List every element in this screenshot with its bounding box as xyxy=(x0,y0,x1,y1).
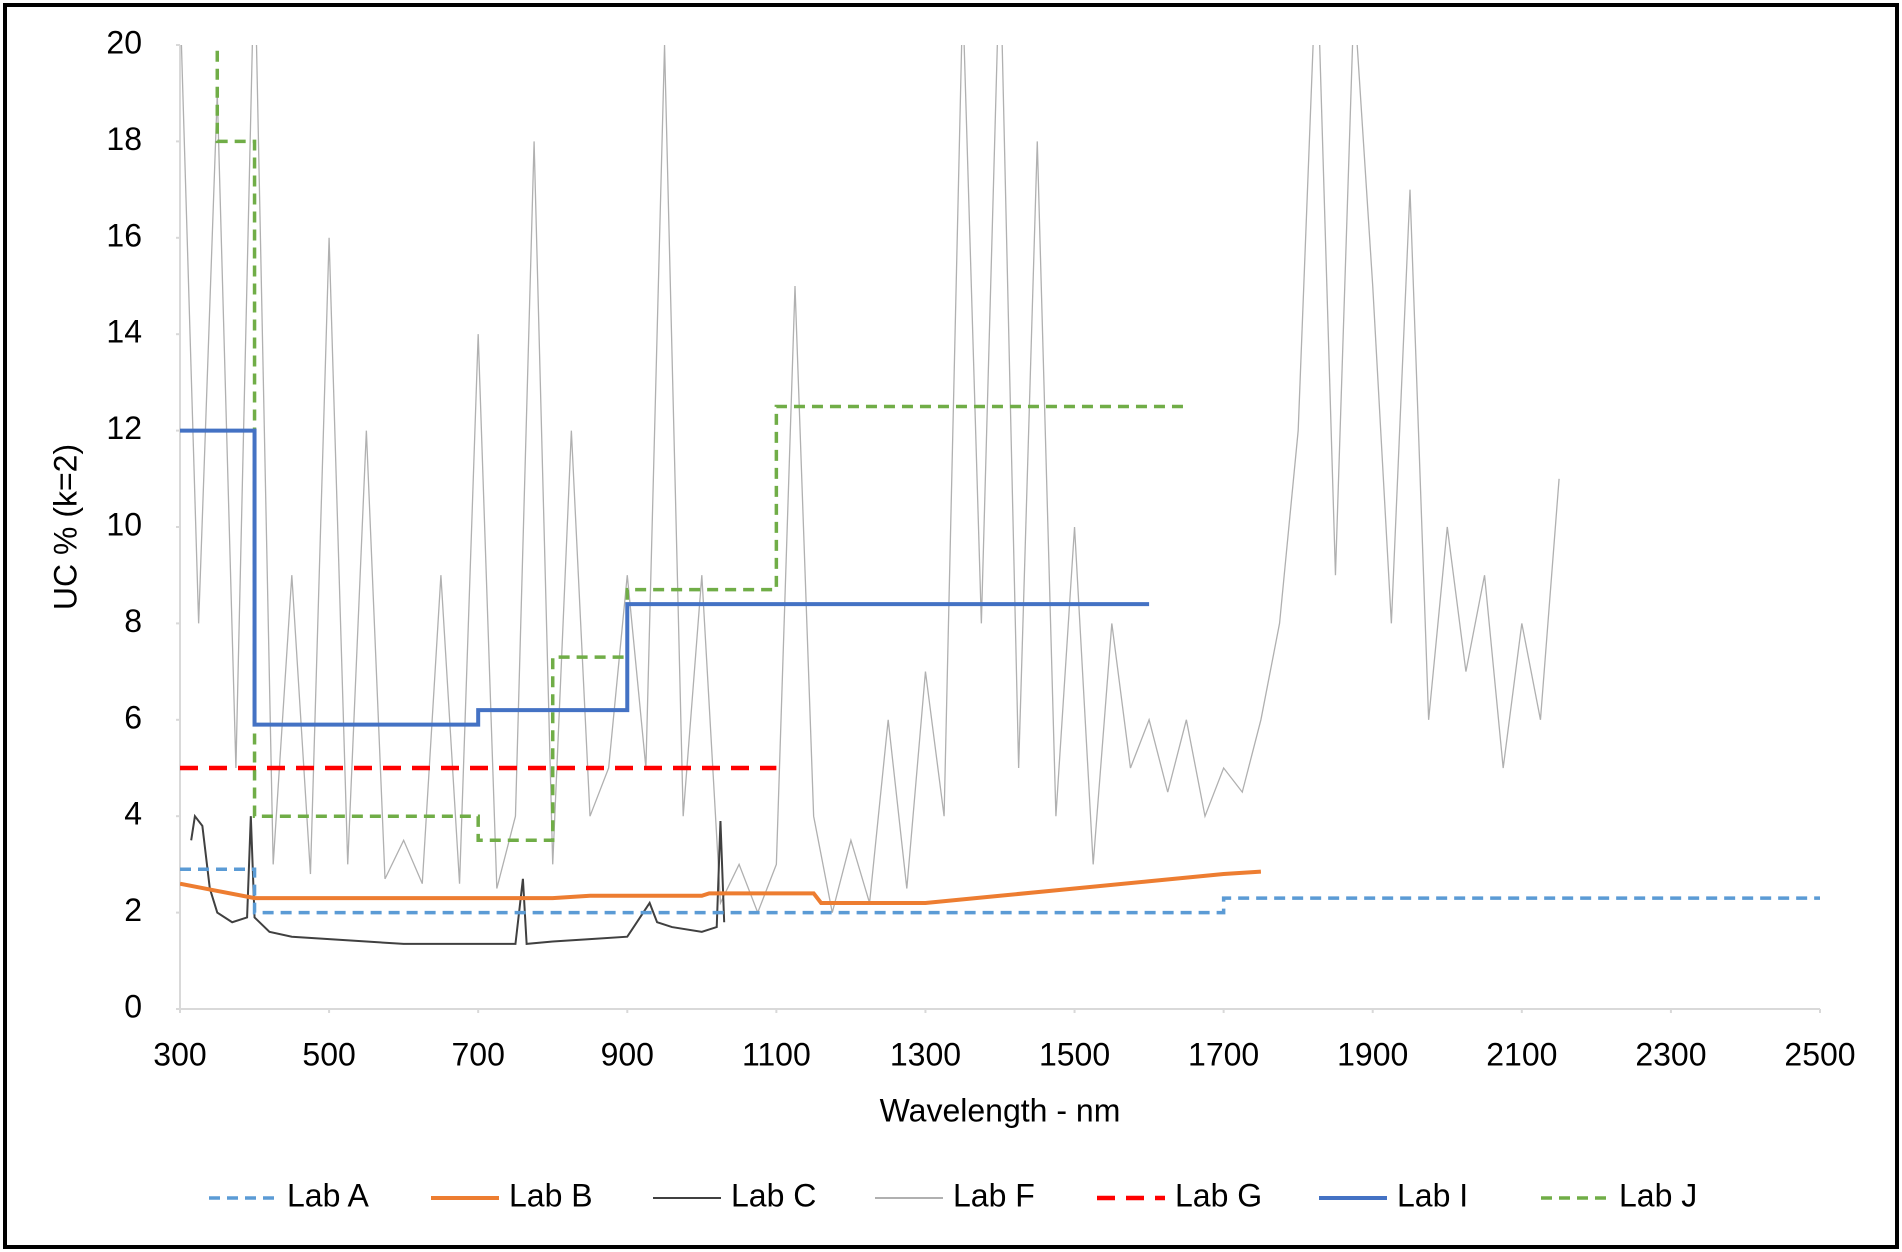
series-line xyxy=(180,428,1150,727)
legend-label: Lab A xyxy=(287,1177,370,1213)
y-tick-label: 20 xyxy=(106,24,142,60)
x-tick-label: 500 xyxy=(302,1036,355,1072)
y-tick-label: 12 xyxy=(106,410,142,446)
x-tick-label: 1500 xyxy=(1039,1036,1110,1072)
y-tick-label: 8 xyxy=(124,603,142,639)
legend-label: Lab B xyxy=(509,1177,593,1213)
x-tick-label: 300 xyxy=(153,1036,206,1072)
plot-lines xyxy=(180,45,1820,946)
series-line xyxy=(180,869,1262,905)
y-axis-label: UC % (k=2) xyxy=(47,444,83,610)
series-line xyxy=(180,867,1820,915)
x-tick-label: 1900 xyxy=(1337,1036,1408,1072)
x-tick-label: 1300 xyxy=(890,1036,961,1072)
legend-label: Lab G xyxy=(1175,1177,1262,1213)
y-tick-label: 2 xyxy=(124,892,142,928)
y-tick-label: 14 xyxy=(106,314,142,350)
y-tick-label: 16 xyxy=(106,217,142,253)
x-tick-label: 1700 xyxy=(1188,1036,1259,1072)
y-tick-label: 18 xyxy=(106,121,142,157)
legend-label: Lab F xyxy=(953,1177,1035,1213)
legend-label: Lab J xyxy=(1619,1177,1697,1213)
y-tick-label: 6 xyxy=(124,699,142,735)
x-tick-label: 700 xyxy=(451,1036,504,1072)
legend-label: Lab C xyxy=(731,1177,816,1213)
x-tick-label: 2500 xyxy=(1784,1036,1855,1072)
y-tick-label: 0 xyxy=(124,988,142,1024)
y-tick-label: 10 xyxy=(106,506,142,542)
y-tick-label: 4 xyxy=(124,796,142,832)
series-line xyxy=(215,45,1187,843)
chart-frame xyxy=(3,3,1899,1249)
legend-label: Lab I xyxy=(1397,1177,1468,1213)
x-tick-label: 2300 xyxy=(1635,1036,1706,1072)
x-tick-label: 1100 xyxy=(742,1036,811,1072)
x-tick-label: 900 xyxy=(601,1036,654,1072)
x-tick-label: 2100 xyxy=(1486,1036,1557,1072)
x-axis-label: Wavelength - nm xyxy=(880,1092,1121,1128)
series-line xyxy=(190,813,726,946)
